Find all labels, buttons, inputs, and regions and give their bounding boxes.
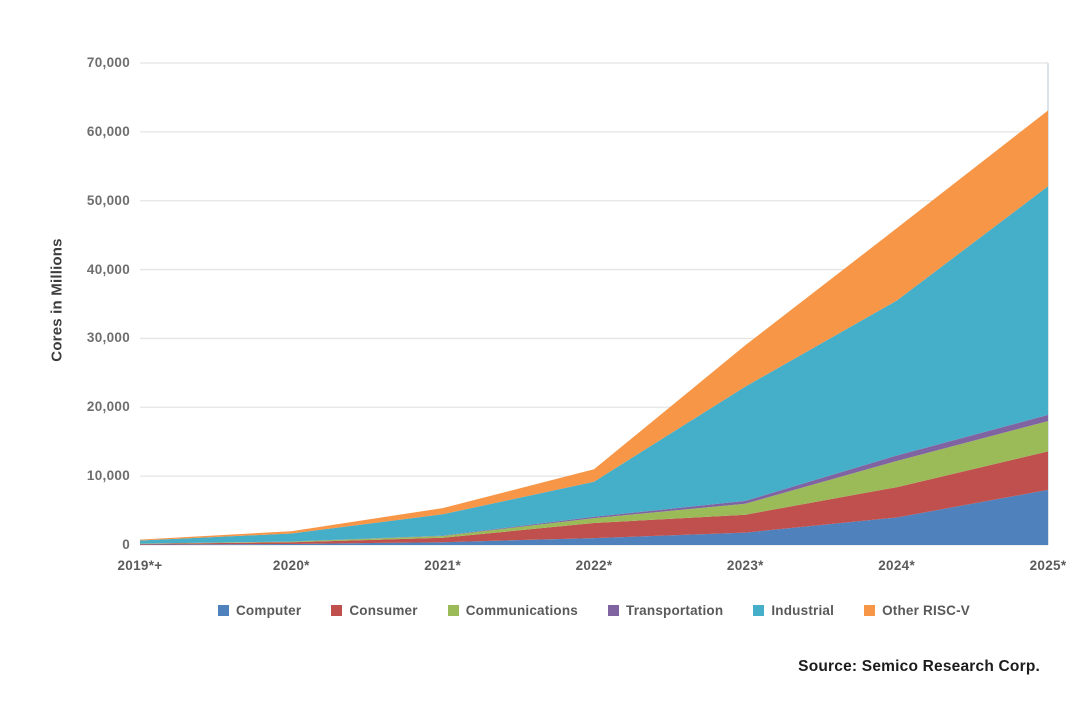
legend-item-other-risc-v: Other RISC-V <box>864 603 970 618</box>
legend-swatch-icon <box>608 605 620 616</box>
chart-legend: Computer Consumer Communications Transporta… <box>140 603 1048 618</box>
legend-item-industrial: Industrial <box>753 603 834 618</box>
legend-label: Communications <box>465 603 579 618</box>
legend-swatch-icon <box>753 605 765 616</box>
legend-label: Transportation <box>626 603 724 618</box>
legend-swatch-icon <box>217 605 229 616</box>
source-note: Source: Semico Research Corp. <box>798 658 1040 675</box>
legend-label: Consumer <box>349 603 418 618</box>
legend-item-transportation: Transportation <box>608 603 723 618</box>
legend-swatch-icon <box>864 605 876 616</box>
legend-item-computer: Computer <box>217 603 302 618</box>
legend-swatch-icon <box>447 605 459 616</box>
area-industrial <box>140 186 1048 544</box>
legend-item-consumer: Consumer <box>331 603 418 618</box>
legend-label: Computer <box>235 603 302 618</box>
area-consumer <box>140 451 1048 545</box>
area-transportation <box>140 414 1048 544</box>
legend-swatch-icon <box>331 605 343 616</box>
legend-item-communications: Communications <box>447 603 579 618</box>
area-computer <box>140 489 1048 545</box>
legend-label: Other RISC-V <box>882 603 971 618</box>
area-communications <box>140 421 1048 544</box>
legend-label: Industrial <box>771 603 835 618</box>
